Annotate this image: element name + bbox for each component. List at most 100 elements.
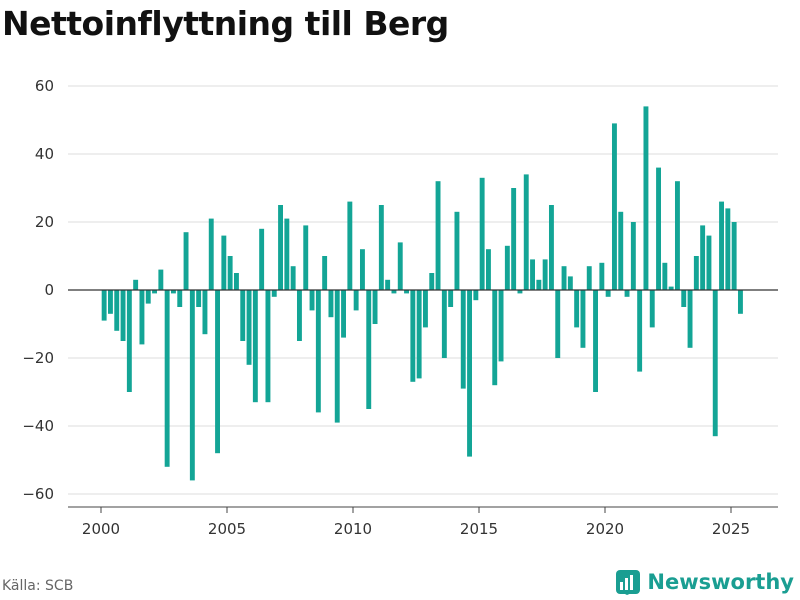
bar xyxy=(240,290,246,341)
bar xyxy=(284,218,290,290)
bar xyxy=(290,266,296,290)
bar xyxy=(366,290,372,409)
bar xyxy=(334,290,340,423)
chart-title: Nettoinflyttning till Berg xyxy=(2,4,449,43)
bar xyxy=(422,290,428,328)
bar xyxy=(624,290,630,297)
bar xyxy=(296,290,302,341)
bar xyxy=(649,290,655,328)
bar xyxy=(404,290,409,294)
bar xyxy=(208,218,214,290)
bar xyxy=(517,290,523,294)
bar xyxy=(567,276,573,290)
y-axis-tick-labels: −60 −40 −20 0 20 40 60 xyxy=(22,77,54,503)
brand-logo: Newsworthy xyxy=(615,569,794,595)
bar xyxy=(485,249,491,290)
y-tick-label: 20 xyxy=(35,213,54,231)
bar xyxy=(504,245,510,290)
y-tick-label: 0 xyxy=(44,281,54,299)
bar xyxy=(662,262,668,290)
bars xyxy=(101,106,743,481)
bar xyxy=(637,290,643,372)
bar xyxy=(322,256,328,290)
bar xyxy=(656,167,661,290)
bar xyxy=(580,290,586,348)
bar xyxy=(479,177,485,290)
bar xyxy=(611,123,617,291)
bar xyxy=(341,290,346,338)
bar xyxy=(359,249,365,290)
bar xyxy=(700,225,706,290)
bar xyxy=(372,290,378,324)
gridlines xyxy=(68,85,778,495)
bar xyxy=(347,201,353,290)
bar xyxy=(246,290,252,365)
bar xyxy=(303,225,309,290)
bar xyxy=(278,205,283,290)
bar xyxy=(252,290,258,403)
bar xyxy=(511,188,517,290)
bar xyxy=(133,279,139,290)
bar xyxy=(706,235,712,290)
bar xyxy=(731,222,737,290)
bar xyxy=(397,242,403,290)
bar xyxy=(259,228,265,290)
axes xyxy=(68,289,778,513)
bar xyxy=(227,256,233,290)
bar xyxy=(189,290,195,481)
brand-name: Newsworthy xyxy=(647,570,794,594)
bar xyxy=(530,259,535,290)
bar xyxy=(725,208,731,290)
bar xyxy=(574,290,580,328)
x-tick-label: 2005 xyxy=(208,520,246,538)
bar xyxy=(378,205,384,290)
bar xyxy=(152,290,157,294)
bar xyxy=(561,266,567,290)
bar xyxy=(164,290,170,467)
bar xyxy=(120,290,126,341)
bar xyxy=(737,290,743,314)
bar xyxy=(536,279,542,290)
bar xyxy=(618,211,624,290)
bar xyxy=(523,174,529,290)
bar xyxy=(555,290,561,358)
bar xyxy=(586,266,592,290)
bar xyxy=(309,290,315,311)
bar xyxy=(416,290,422,379)
bar xyxy=(233,273,239,290)
bar xyxy=(196,290,202,307)
x-tick-label: 2025 xyxy=(712,520,750,538)
bar xyxy=(391,290,397,294)
bar xyxy=(114,290,120,331)
bar xyxy=(643,106,649,291)
bar xyxy=(221,235,227,290)
bar xyxy=(460,290,466,389)
x-tick-label: 2000 xyxy=(82,520,120,538)
bar xyxy=(548,205,554,290)
bar xyxy=(429,273,435,290)
bar xyxy=(467,290,472,457)
bar xyxy=(668,286,674,290)
bar xyxy=(599,262,605,290)
bar xyxy=(158,269,164,290)
bar xyxy=(435,181,441,290)
bar xyxy=(454,211,460,290)
bar xyxy=(271,290,277,297)
source-note: Källa: SCB xyxy=(2,578,74,594)
bar xyxy=(630,222,636,290)
x-axis-tick-labels: 2000 2005 2010 2015 2020 2025 xyxy=(82,520,750,538)
bar xyxy=(498,290,504,362)
x-tick-label: 2020 xyxy=(586,520,624,538)
bar xyxy=(681,290,687,307)
bar xyxy=(693,256,699,290)
bar xyxy=(593,290,598,392)
x-tick-label: 2010 xyxy=(334,520,372,538)
y-tick-label: −20 xyxy=(22,349,54,367)
bar xyxy=(145,290,151,304)
bar xyxy=(101,290,107,321)
bar xyxy=(328,290,334,318)
bar xyxy=(215,290,220,454)
bar xyxy=(687,290,693,348)
bar xyxy=(542,259,548,290)
